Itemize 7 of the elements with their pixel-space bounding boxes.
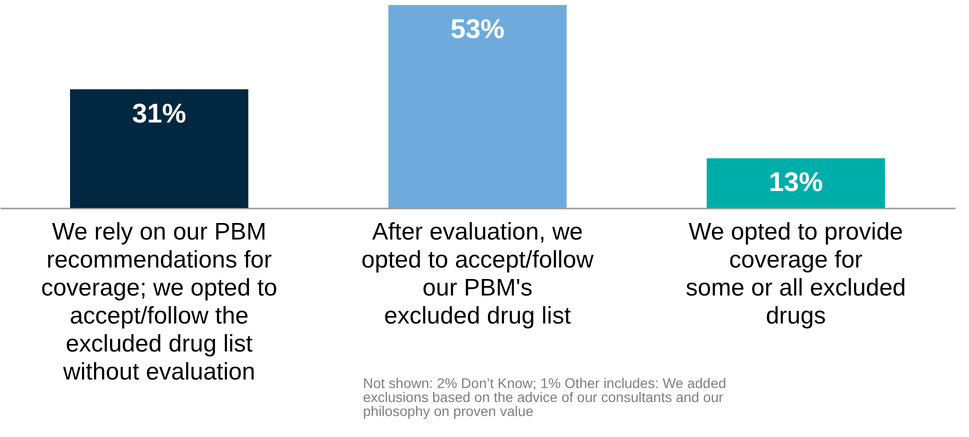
data-label: 31%: [132, 98, 186, 128]
text: Not shown: 2% Don’t Know; 1% Other includes: We added exclusions based on the advice of our consultants and our philosophy on proven value: [363, 375, 726, 419]
x-tick-label: We opted to provide coverage for some or all excluded drugs: [686, 218, 906, 330]
data-label: 13%: [768, 167, 823, 198]
data-label: 53%: [450, 14, 505, 44]
x-tick-label: We rely on our PBM recommendations for coverage; we opted to accept/follow the excluded drug list without evaluation: [41, 218, 278, 386]
x-tick-label: After evaluation, we opted to accept/follow our PBM's excluded drug list: [361, 218, 594, 330]
